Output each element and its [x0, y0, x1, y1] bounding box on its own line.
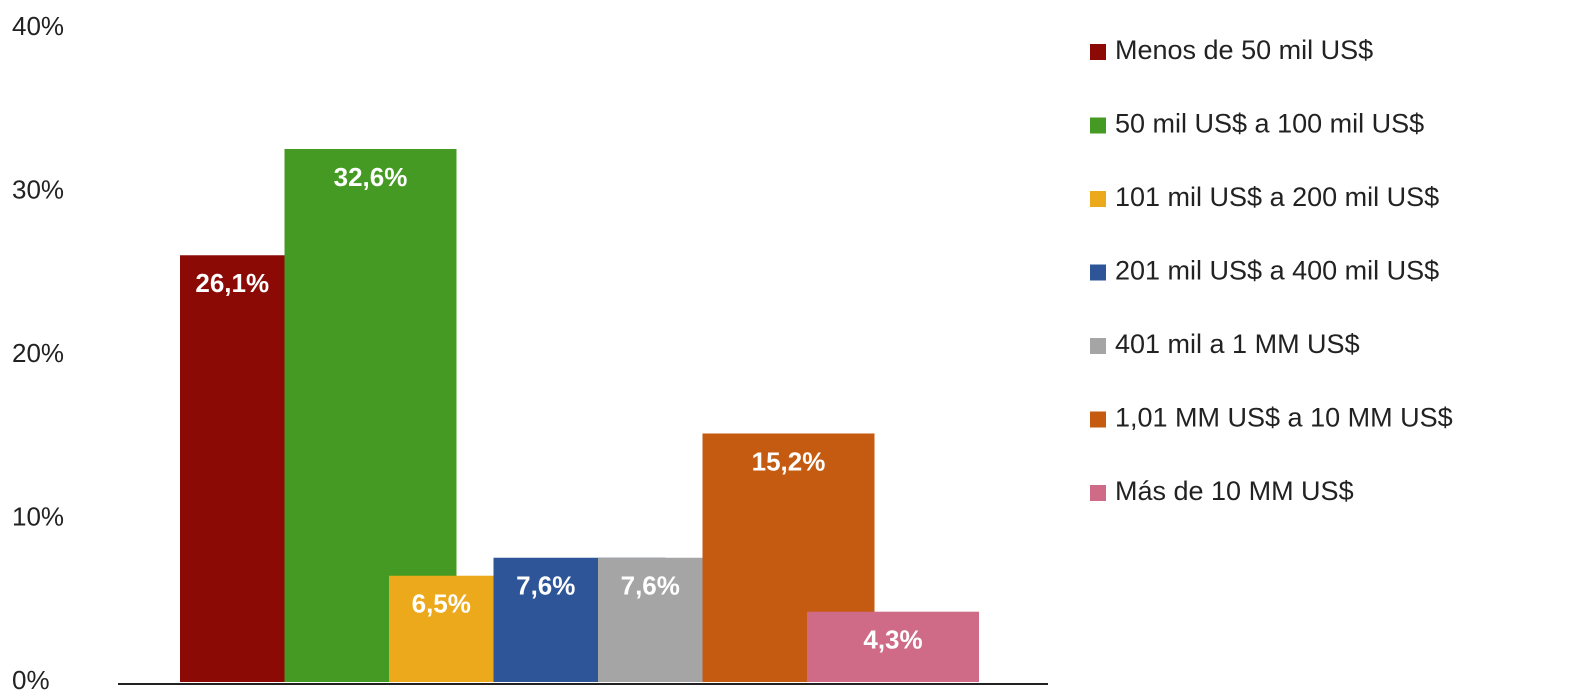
data-label: 7,6% [621, 571, 680, 601]
data-label: 4,3% [863, 625, 922, 655]
legend-label: Menos de 50 mil US$ [1115, 35, 1373, 65]
legend-swatch [1090, 117, 1106, 134]
legend-swatch [1090, 411, 1106, 428]
legend-label: 101 mil US$ a 200 mil US$ [1115, 182, 1439, 212]
legend-label: 401 mil a 1 MM US$ [1115, 329, 1360, 359]
legend-swatch [1090, 338, 1106, 354]
data-label: 7,6% [516, 571, 575, 601]
legend-swatch [1090, 191, 1106, 207]
data-label: 26,1% [195, 268, 269, 298]
y-tick-label: 40% [12, 11, 64, 41]
legend-swatch [1090, 264, 1106, 281]
data-label: 32,6% [334, 162, 408, 192]
y-tick-label: 30% [12, 174, 64, 204]
legend-label: 1,01 MM US$ a 10 MM US$ [1115, 403, 1453, 433]
legend-label: 201 mil US$ a 400 mil US$ [1115, 256, 1439, 286]
data-label: 15,2% [752, 446, 826, 476]
legend-swatch [1090, 44, 1106, 60]
y-tick-label: 20% [12, 338, 64, 368]
legend-swatch [1090, 485, 1106, 501]
bar [807, 611, 979, 682]
y-tick-label: 10% [12, 501, 64, 531]
y-tick-label: 0% [12, 665, 50, 695]
legend-label: Más de 10 MM US$ [1115, 476, 1354, 506]
data-label: 6,5% [412, 589, 471, 619]
legend-label: 50 mil US$ a 100 mil US$ [1115, 109, 1424, 139]
